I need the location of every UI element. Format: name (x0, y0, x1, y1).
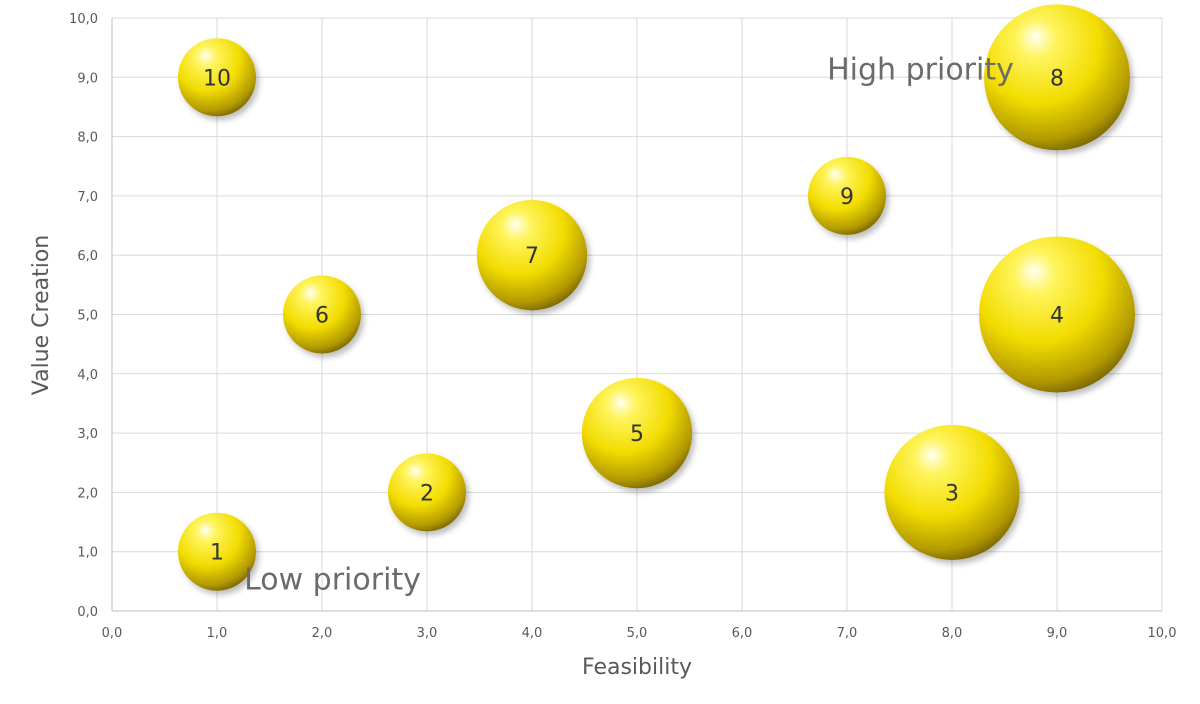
bubble (476, 200, 588, 311)
bubble (178, 38, 256, 117)
x-tick-label: 2,0 (312, 626, 333, 641)
x-tick-label: 1,0 (207, 626, 228, 641)
bubble (388, 453, 466, 532)
bubble (581, 377, 693, 489)
axes: 0,0 1,0 2,0 3,0 4,0 5,0 6,0 7,0 8,0 9,0 10,0 0,0 1,0… (69, 12, 1176, 641)
bubble-label: 6 (315, 304, 329, 329)
x-tick-label: 7,0 (837, 626, 858, 641)
y-tick-label: 5,0 (77, 309, 98, 324)
y-tick-label: 9,0 (77, 71, 98, 86)
bubble (884, 424, 1020, 560)
x-tick-label: 5,0 (627, 626, 648, 641)
y-tick-label: 6,0 (77, 249, 98, 264)
y-tick-label: 10,0 (69, 12, 98, 27)
y-tick-label: 2,0 (77, 486, 98, 501)
bubble (178, 512, 256, 591)
bubble-label: 10 (203, 66, 231, 91)
bubble (283, 275, 361, 354)
bubble-label: 1 (210, 541, 224, 566)
y-tick-label: 8,0 (77, 131, 98, 146)
bubble-label: 9 (840, 185, 854, 210)
x-tick-label: 9,0 (1047, 626, 1068, 641)
bubble-label: 4 (1050, 304, 1064, 329)
bubble (808, 156, 886, 235)
priority-annotation: High priority (827, 52, 1014, 87)
bubble (984, 4, 1130, 151)
bubble-label: 5 (630, 422, 644, 447)
priority-annotation: Low priority (244, 562, 421, 597)
y-tick-label: 3,0 (77, 427, 98, 442)
bubbles: 4 8 3 5 7 1 2 6 9 10 (178, 4, 1135, 591)
bubble-label: 3 (945, 481, 959, 506)
x-tick-label: 10,0 (1148, 626, 1177, 641)
bubble-label: 2 (420, 481, 434, 506)
y-tick-label: 1,0 (77, 546, 98, 561)
y-axis-title: Value Creation (29, 235, 54, 396)
bubble-label: 7 (525, 244, 539, 269)
x-tick-label: 4,0 (522, 626, 543, 641)
bubble-label: 8 (1050, 66, 1064, 91)
x-tick-label: 0,0 (102, 626, 123, 641)
x-tick-label: 3,0 (417, 626, 438, 641)
x-tick-label: 8,0 (942, 626, 963, 641)
bubble (979, 236, 1135, 393)
x-tick-label: 6,0 (732, 626, 753, 641)
x-axis-title: Feasibility (582, 655, 692, 680)
y-tick-label: 4,0 (77, 368, 98, 383)
annotations: High priority Low priority (244, 52, 1014, 597)
y-tick-label: 7,0 (77, 190, 98, 205)
y-tick-label: 0,0 (77, 605, 98, 620)
